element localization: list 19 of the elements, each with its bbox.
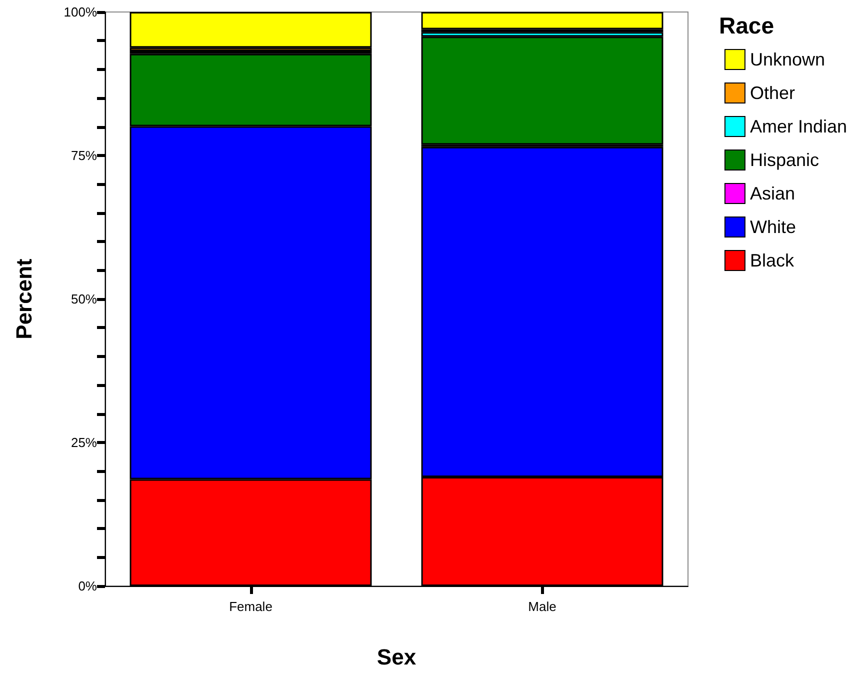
- legend-label: Hispanic: [750, 150, 819, 170]
- y-tick-label: 50%: [70, 292, 98, 306]
- legend-label: Asian: [750, 184, 795, 204]
- legend-label: Other: [750, 83, 795, 103]
- x-tick-label: Female: [229, 599, 272, 614]
- bar: [421, 12, 664, 30]
- y-tick-label: 75%: [70, 148, 98, 163]
- y-tick-label: 100%: [64, 4, 98, 20]
- y-tick-label: 25%: [70, 435, 98, 450]
- legend-title: Race: [719, 12, 774, 38]
- legend-label: Black: [750, 250, 795, 270]
- y-tick-label: 0%: [78, 578, 98, 594]
- y-axis-title: Percent: [12, 258, 36, 340]
- x-tick-label: Male: [528, 599, 556, 614]
- legend-label: Unknown: [750, 50, 825, 70]
- legend-label: Amer Indian: [750, 116, 848, 136]
- x-axis-title: Sex: [376, 644, 417, 670]
- bar: [130, 12, 372, 48]
- legend-label: White: [750, 217, 796, 237]
